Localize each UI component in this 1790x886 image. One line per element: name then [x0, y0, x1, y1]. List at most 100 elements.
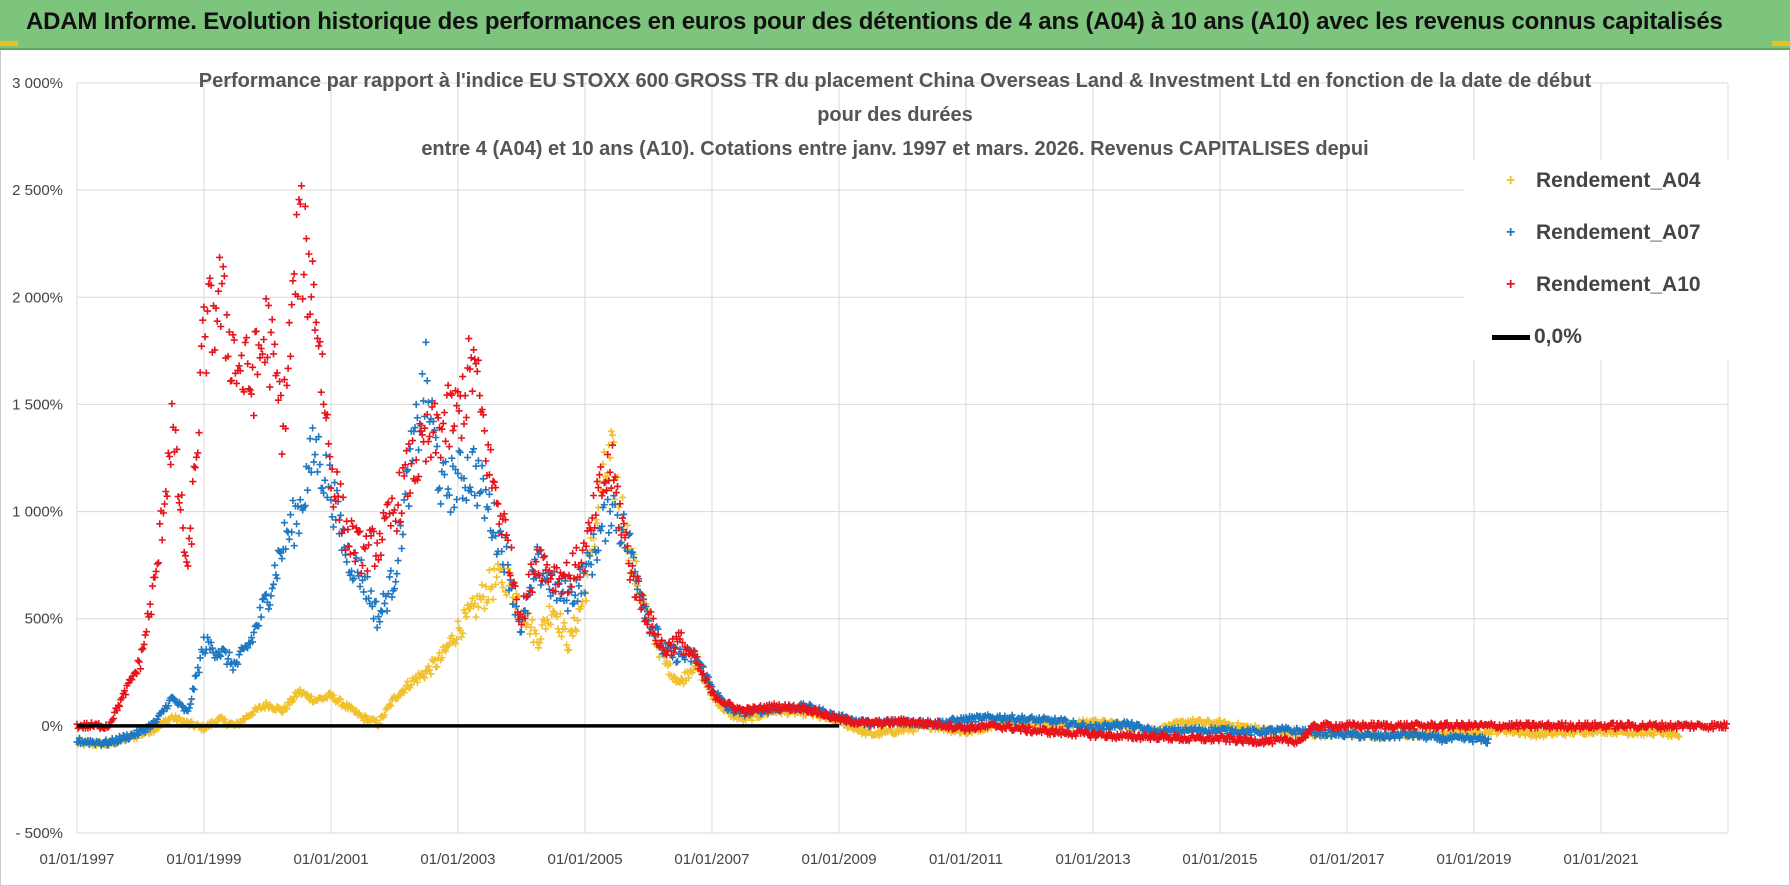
data-point — [823, 709, 831, 717]
data-point — [442, 458, 450, 466]
data-point — [482, 486, 490, 494]
data-point — [271, 340, 279, 348]
data-point — [439, 419, 447, 427]
data-point — [953, 715, 961, 723]
data-point — [660, 646, 668, 654]
data-point — [409, 437, 417, 445]
data-point — [504, 561, 512, 569]
data-point — [133, 670, 141, 678]
data-point — [326, 453, 334, 461]
data-point — [462, 613, 470, 621]
data-point — [437, 454, 445, 462]
data-point — [182, 552, 189, 560]
data-point — [376, 618, 384, 626]
data-point — [564, 589, 572, 597]
data-point — [137, 665, 144, 673]
data-point — [436, 484, 443, 492]
data-point — [482, 583, 490, 590]
data-point — [746, 704, 754, 712]
data-point — [471, 600, 479, 607]
data-point — [344, 526, 352, 533]
data-point — [432, 449, 440, 457]
data-point — [240, 388, 248, 396]
data-point — [699, 663, 707, 671]
data-point — [528, 588, 536, 596]
data-point — [565, 646, 573, 654]
data-point — [614, 482, 621, 490]
data-point — [1146, 736, 1154, 744]
data-point — [488, 534, 496, 542]
data-point — [343, 558, 351, 566]
data-point — [527, 623, 535, 631]
data-point — [597, 527, 605, 535]
data-point — [1089, 729, 1097, 737]
data-point — [506, 571, 514, 579]
data-point — [622, 528, 630, 536]
data-point — [648, 623, 656, 631]
data-point — [1659, 731, 1667, 738]
data-point — [568, 583, 575, 591]
data-point — [118, 694, 126, 702]
data-point — [384, 590, 392, 598]
data-point — [534, 550, 542, 558]
data-point — [536, 572, 544, 580]
data-point — [328, 513, 336, 521]
data-point — [1579, 724, 1587, 732]
data-point — [616, 500, 624, 508]
data-point — [1365, 723, 1373, 730]
data-point — [175, 499, 183, 507]
data-point — [359, 562, 366, 569]
data-point — [692, 659, 700, 667]
chart-legend: + Rendement_A04 + Rendement_A07 + Rendem… — [1464, 160, 1734, 360]
data-point — [482, 457, 490, 465]
data-point — [391, 506, 398, 514]
data-point — [198, 342, 205, 350]
data-point — [395, 469, 403, 477]
data-point — [410, 427, 418, 435]
data-point — [191, 464, 199, 472]
data-point — [268, 584, 276, 592]
data-point — [503, 543, 511, 551]
x-tick-label: 01/01/2019 — [1436, 851, 1511, 868]
data-point — [677, 629, 685, 637]
data-point — [265, 605, 273, 613]
data-point — [144, 610, 152, 618]
data-point — [524, 593, 531, 601]
data-point — [225, 648, 233, 656]
data-point — [1426, 724, 1434, 731]
data-point — [384, 499, 392, 507]
data-point — [510, 578, 518, 586]
data-point — [394, 557, 402, 565]
data-point — [607, 484, 615, 492]
data-point — [427, 453, 435, 461]
data-point — [337, 480, 345, 488]
data-point — [317, 388, 325, 396]
data-point — [577, 559, 585, 567]
data-point — [500, 568, 508, 576]
data-point — [304, 486, 312, 494]
data-point — [416, 420, 424, 428]
data-point — [337, 511, 345, 519]
data-point — [359, 576, 366, 584]
data-point — [640, 601, 648, 609]
data-point — [349, 522, 357, 530]
data-point — [399, 530, 407, 538]
data-point — [108, 716, 116, 724]
data-point — [615, 524, 623, 532]
data-point — [285, 535, 293, 543]
data-point — [196, 654, 204, 662]
data-point — [223, 311, 231, 319]
data-point — [670, 672, 678, 680]
data-point — [139, 645, 147, 653]
data-point — [609, 431, 616, 439]
data-point — [320, 400, 328, 408]
data-point — [553, 564, 561, 572]
data-point — [320, 489, 328, 497]
data-point — [611, 473, 619, 481]
data-point — [592, 511, 600, 519]
data-point — [429, 657, 437, 665]
data-point — [173, 445, 181, 453]
data-point — [245, 385, 253, 393]
data-point — [213, 317, 221, 325]
data-point — [134, 731, 142, 739]
